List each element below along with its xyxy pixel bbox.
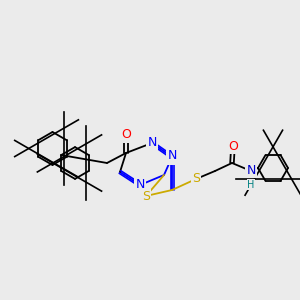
Text: N: N <box>167 151 177 164</box>
Text: O: O <box>228 140 238 152</box>
Text: S: S <box>142 190 150 202</box>
Text: N: N <box>167 148 177 161</box>
Text: N: N <box>135 178 145 191</box>
Text: H: H <box>247 179 255 190</box>
Text: N: N <box>246 164 256 178</box>
Text: O: O <box>121 128 131 142</box>
Text: S: S <box>192 172 200 185</box>
Text: N: N <box>147 136 157 149</box>
